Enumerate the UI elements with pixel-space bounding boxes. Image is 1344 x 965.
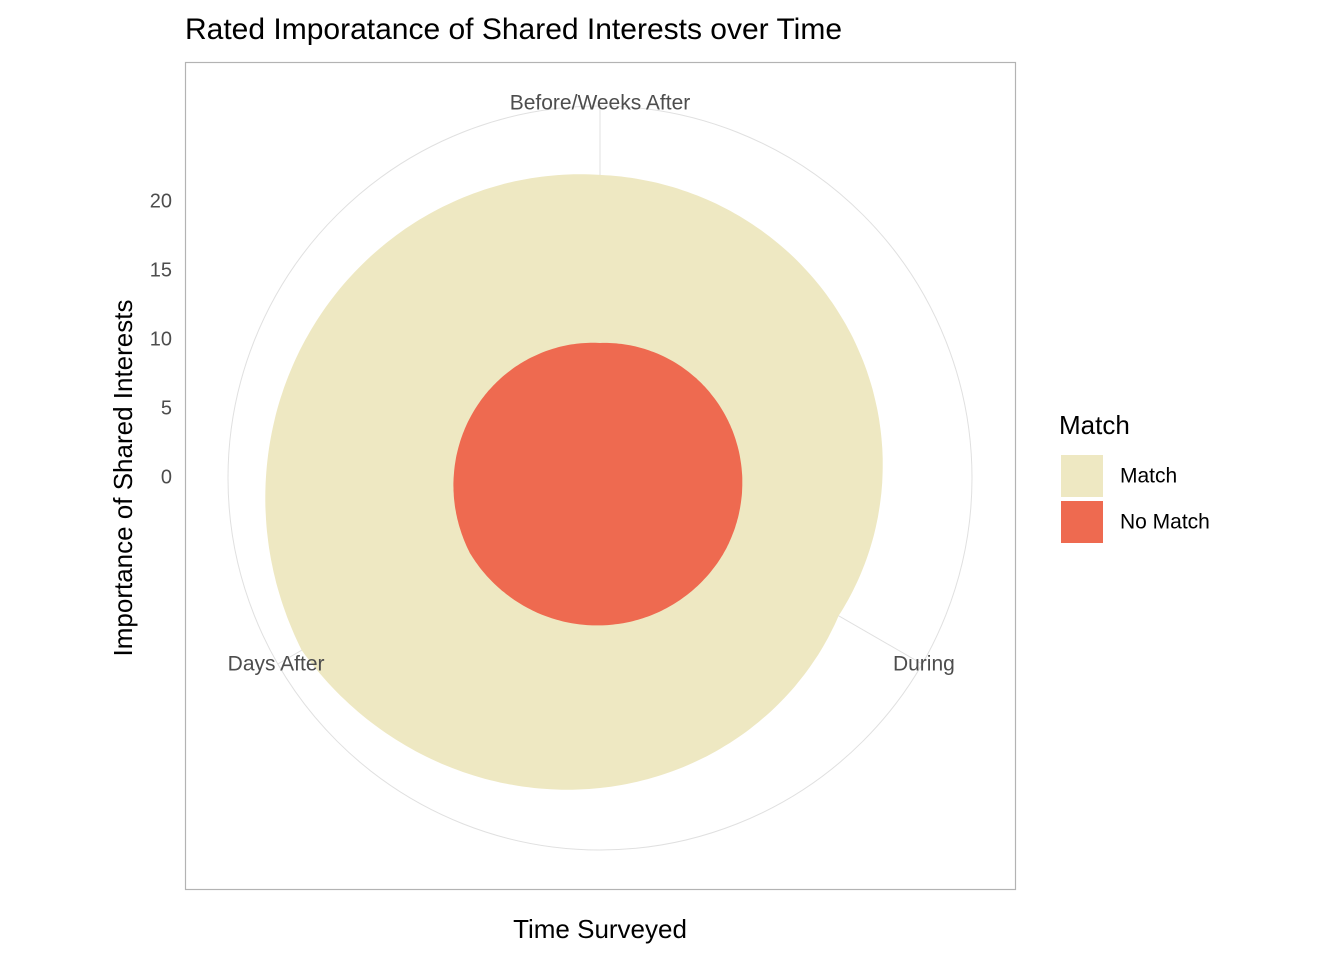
legend-title: Match	[1059, 410, 1130, 440]
chart-title: Rated Imporatance of Shared Interests ov…	[185, 13, 842, 46]
area-1	[453, 342, 743, 626]
y-tick-label: 5	[161, 397, 172, 419]
y-axis-title: Importance of Shared Interests	[108, 300, 138, 657]
y-tick-label: 20	[150, 191, 172, 213]
category-label: Before/Weeks After	[510, 92, 691, 115]
legend-label: Match	[1120, 465, 1177, 488]
legend-label: No Match	[1120, 511, 1210, 534]
y-tick-label: 0	[161, 466, 172, 488]
y-tick-label: 10	[150, 329, 172, 351]
panel-border	[184, 61, 1017, 891]
x-axis-title: Time Surveyed	[513, 914, 687, 944]
category-label: Days After	[228, 653, 325, 676]
y-tick-label: 15	[150, 260, 172, 282]
plot-area	[227, 105, 973, 851]
legend-key	[1061, 501, 1103, 543]
legend-key	[1061, 455, 1103, 497]
category-label: During	[893, 653, 955, 676]
